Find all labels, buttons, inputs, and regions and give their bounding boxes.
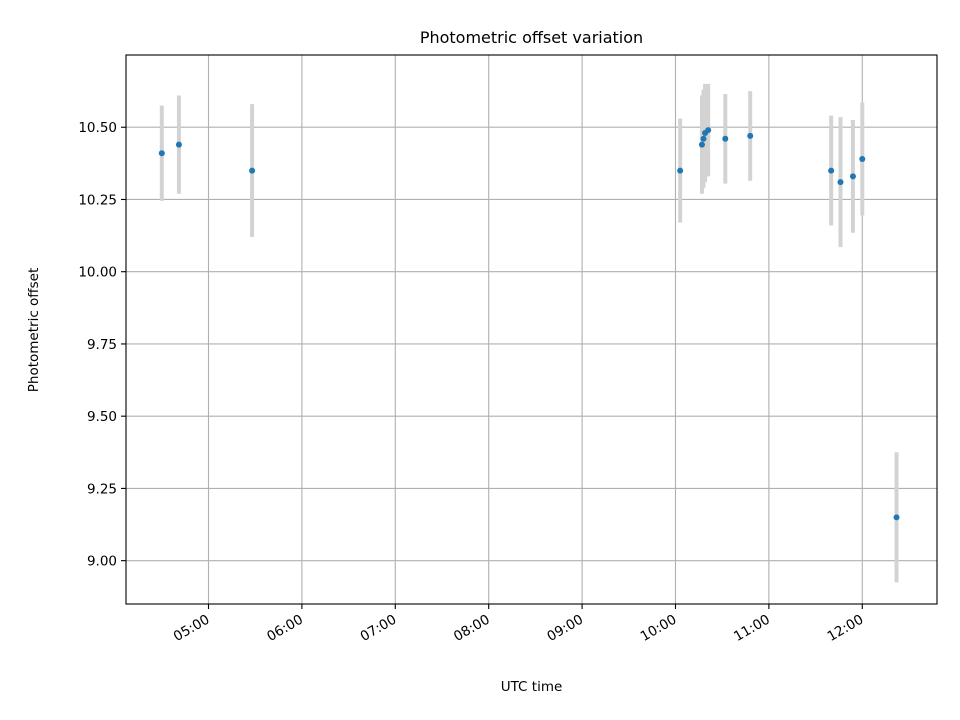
data-point bbox=[837, 179, 844, 186]
y-tick-label: 9.00 bbox=[87, 554, 117, 570]
data-point bbox=[828, 167, 835, 174]
data-points bbox=[158, 127, 900, 521]
y-tick-label: 10.25 bbox=[78, 192, 117, 208]
data-point bbox=[722, 135, 729, 142]
data-point bbox=[859, 156, 866, 163]
data-point bbox=[677, 167, 684, 174]
y-tick-label: 10.00 bbox=[78, 265, 117, 281]
y-axis: 9.00 9.25 9.50 9.75 10.00 10.25 10.50 bbox=[78, 120, 126, 570]
x-axis-label: UTC time bbox=[501, 679, 563, 695]
data-point bbox=[747, 132, 754, 139]
data-point bbox=[705, 127, 712, 134]
data-point bbox=[175, 141, 182, 148]
data-point bbox=[849, 173, 856, 180]
y-tick-label: 9.50 bbox=[87, 409, 117, 425]
data-point bbox=[700, 135, 707, 142]
chart-title: Photometric offset variation bbox=[420, 28, 643, 47]
data-point bbox=[893, 514, 900, 521]
grid bbox=[126, 55, 937, 604]
data-point bbox=[698, 141, 705, 148]
y-tick-label: 9.75 bbox=[87, 337, 117, 353]
data-point bbox=[158, 150, 165, 157]
data-point bbox=[249, 167, 256, 174]
y-tick-label: 10.50 bbox=[78, 120, 117, 136]
y-tick-label: 9.25 bbox=[87, 481, 117, 497]
y-axis-label: Photometric offset bbox=[26, 268, 42, 392]
plot-frame bbox=[125, 54, 938, 605]
